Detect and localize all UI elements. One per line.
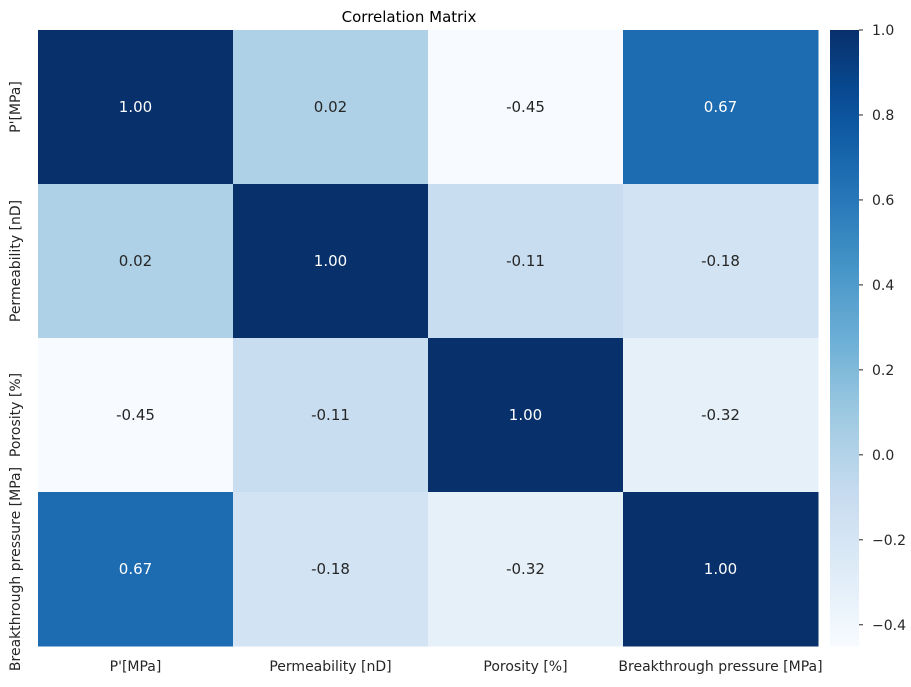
heatmap-cell	[623, 338, 819, 493]
heatmap-cell	[233, 338, 429, 493]
cell-value-label: 0.67	[704, 98, 737, 116]
heatmap-cell	[428, 492, 624, 647]
colorbar-tick-label: 0.6	[872, 193, 894, 209]
heatmap-cell	[38, 184, 234, 339]
colorbar-tick-label: 0.0	[872, 448, 894, 464]
y-axis-tick-labels: P'[MPa] Permeability [nD] Porosity [%] Brea…	[8, 81, 24, 671]
cell-value-label: 0.02	[119, 252, 152, 270]
cell-value-label: -0.45	[116, 406, 155, 424]
heatmap-cell	[428, 30, 624, 185]
cell-value-label: -0.11	[311, 406, 350, 424]
cell-value-label: 1.00	[509, 406, 542, 424]
heatmap-cell	[623, 30, 819, 185]
heatmap-cell	[428, 184, 624, 339]
colorbar-tick-label: 1.0	[872, 23, 894, 39]
cell-value-label: 1.00	[314, 252, 347, 270]
cell-value-label: -0.18	[311, 560, 350, 578]
y-tick-label: Porosity [%]	[8, 373, 24, 457]
colorbar-tick-label: 0.8	[872, 108, 894, 124]
y-tick-label: P'[MPa]	[8, 81, 24, 133]
cell-value-label: 1.00	[704, 560, 737, 578]
cell-value-label: -0.32	[506, 560, 545, 578]
y-tick-label: Permeability [nD]	[8, 200, 24, 322]
y-tick-label: Breakthrough pressure [MPa]	[8, 467, 24, 671]
x-tick-label: Permeability [nD]	[269, 659, 391, 675]
heatmap-cell	[623, 184, 819, 339]
heatmap-cell	[233, 184, 429, 339]
heatmap-cell	[38, 492, 234, 647]
x-tick-label: P'[MPa]	[110, 659, 162, 675]
heatmap-cell	[233, 492, 429, 647]
colorbar-tick-label: 0.2	[872, 363, 894, 379]
colorbar-tick-label: 0.4	[872, 278, 894, 294]
heatmap-cells	[38, 30, 819, 647]
x-axis-tick-labels: P'[MPa] Permeability [nD] Porosity [%] Brea…	[110, 659, 823, 675]
cell-value-label: -0.11	[506, 252, 545, 270]
heatmap-cell	[38, 30, 234, 185]
colorbar-tick-labels: 1.0 0.8 0.6 0.4 0.2 0.0 −0.2 −0.4	[859, 23, 906, 634]
cell-value-label: 0.02	[314, 98, 347, 116]
cell-value-label: 1.00	[119, 98, 152, 116]
cell-value-label: 0.67	[119, 560, 152, 578]
cell-annotations: 1.00 0.02 -0.45 0.67 0.02 1.00 -0.11 -0.18 -0.45…	[116, 98, 740, 578]
cell-value-label: -0.32	[701, 406, 740, 424]
heatmap-cell	[623, 492, 819, 647]
colorbar	[830, 30, 859, 646]
cell-value-label: -0.45	[506, 98, 545, 116]
cell-value-label: -0.18	[701, 252, 740, 270]
x-tick-label: Porosity [%]	[483, 659, 567, 675]
colorbar-tick-label: −0.4	[872, 618, 906, 634]
heatmap-cell	[38, 338, 234, 493]
colorbar-tick-label: −0.2	[872, 533, 906, 549]
chart-title: Correlation Matrix	[342, 8, 477, 26]
x-tick-label: Breakthrough pressure [MPa]	[618, 659, 822, 675]
heatmap-cell	[233, 30, 429, 185]
heatmap-cell	[428, 338, 624, 493]
